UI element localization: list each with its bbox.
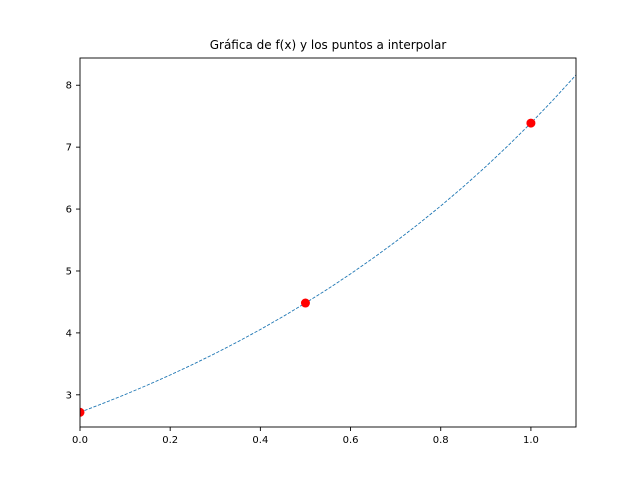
y-tick-label: 5 bbox=[66, 266, 72, 277]
x-tick-label: 0.6 bbox=[343, 435, 359, 446]
x-tick-label: 0.2 bbox=[162, 435, 178, 446]
x-tick-label: 0.0 bbox=[72, 435, 88, 446]
y-tick-label: 6 bbox=[66, 205, 72, 216]
chart-title: Gráfica de f(x) y los puntos a interpola… bbox=[210, 38, 447, 52]
data-point bbox=[300, 298, 310, 308]
data-point bbox=[80, 407, 85, 417]
x-tick-label: 0.4 bbox=[252, 435, 268, 446]
x-tick-label: 0.8 bbox=[433, 435, 449, 446]
x-tick-label: 1.0 bbox=[523, 435, 539, 446]
y-tick-label: 7 bbox=[66, 143, 72, 154]
axes-frame bbox=[79, 57, 577, 428]
y-tick-label: 8 bbox=[66, 81, 72, 92]
y-tick-label: 4 bbox=[66, 328, 72, 339]
axes: 0.0 0.2 0.4 0.6 0.8 1.0 3 4 5 6 7 8 bbox=[66, 57, 577, 446]
data-point bbox=[526, 118, 536, 128]
plot-area bbox=[80, 74, 576, 417]
function-curve bbox=[80, 74, 576, 413]
y-tick-label: 3 bbox=[66, 390, 72, 401]
